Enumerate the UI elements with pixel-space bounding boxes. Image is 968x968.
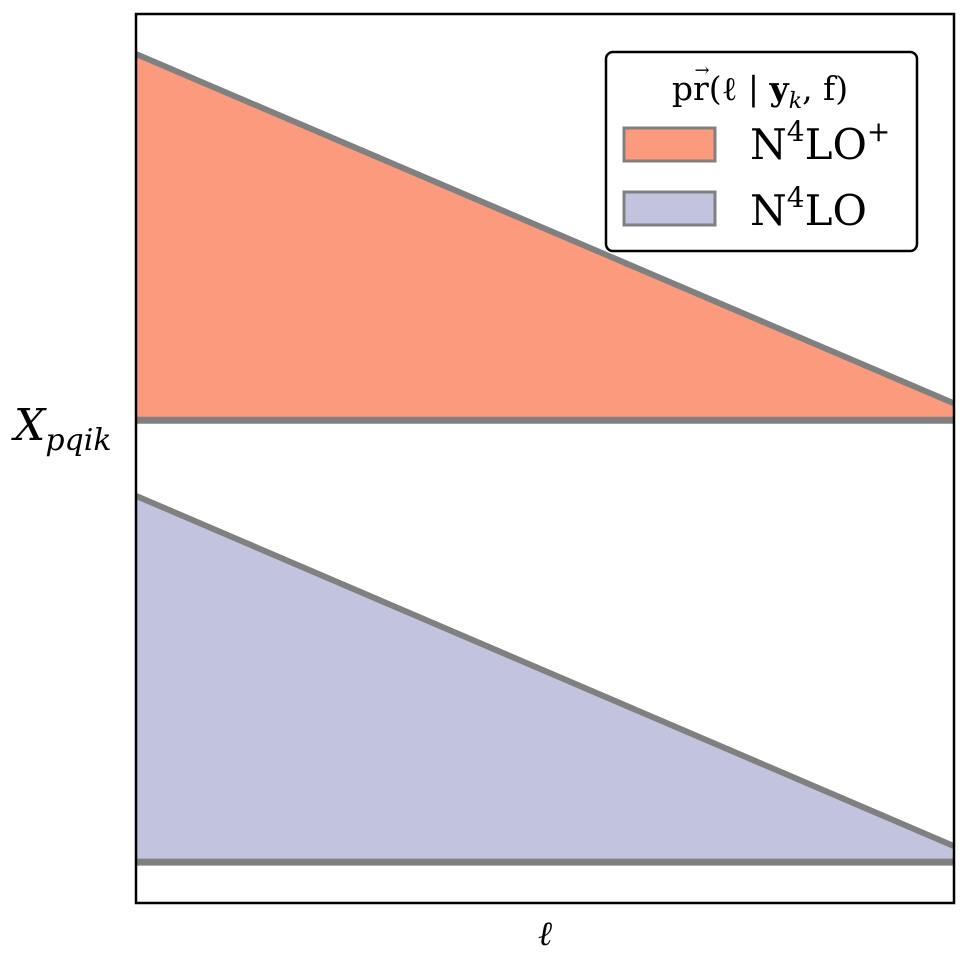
legend-swatch-n4lo-plus xyxy=(622,126,717,163)
legend-swatch-n4lo xyxy=(622,190,717,227)
fill-area-n4lo xyxy=(136,495,954,863)
legend-label-n4lo: N4LO xyxy=(750,181,867,235)
series-layer xyxy=(136,51,954,866)
y-axis-label: Xpqik xyxy=(11,400,112,458)
fill-area-n4lo-plus xyxy=(136,54,954,421)
axes-frame xyxy=(134,12,956,905)
upper-edge-n4lo-plus xyxy=(136,51,954,407)
x-axis-label: ℓ xyxy=(538,914,552,954)
legend-label-n4lo-plus: N4LO+ xyxy=(750,115,890,169)
upper-edge-n4lo xyxy=(136,493,954,849)
legend: pr(ℓ | yk, f) → N4LO+ N4LO xyxy=(604,50,919,253)
legend-title-arrow: → xyxy=(694,60,709,81)
legend-title: pr(ℓ | yk, f) xyxy=(672,69,848,114)
